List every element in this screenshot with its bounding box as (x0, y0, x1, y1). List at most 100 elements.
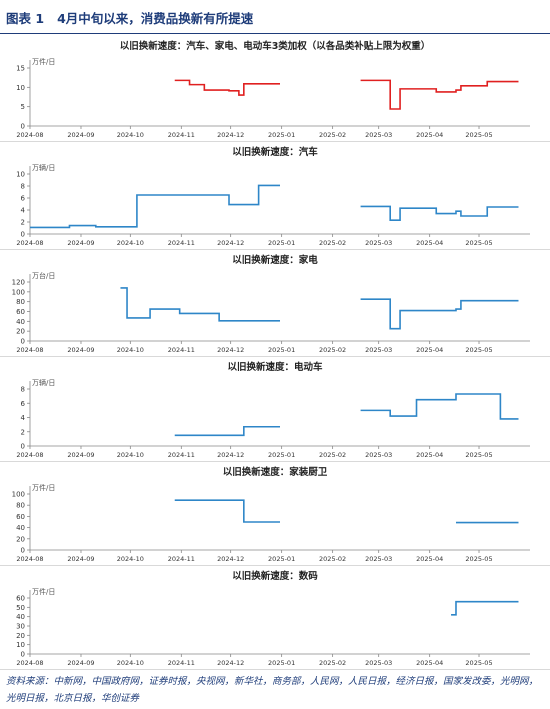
y-unit-label: 万辆/日 (32, 378, 55, 387)
x-tick-label: 2025-03 (365, 659, 392, 667)
x-tick-label: 2025-01 (268, 131, 295, 139)
x-tick-label: 2024-09 (67, 131, 94, 139)
x-tick-label: 2025-02 (319, 346, 346, 354)
series-line (120, 287, 280, 322)
x-tick-label: 2025-01 (268, 239, 295, 247)
x-tick-label: 2024-08 (16, 346, 43, 354)
y-tick-label: 0 (21, 443, 25, 451)
x-tick-label: 2025-02 (319, 659, 346, 667)
x-tick-label: 2024-08 (16, 451, 43, 459)
y-tick-label: 80 (16, 298, 25, 306)
x-tick-label: 2025-05 (465, 239, 492, 247)
y-tick-label: 0 (21, 231, 25, 239)
x-tick-label: 2024-08 (16, 131, 43, 139)
chart-panel: 以旧换新速度：数码万件/日 0 10 20 30 40 50 60 2024-08 2024-09… (0, 566, 550, 670)
series-line (360, 393, 519, 420)
y-tick-label: 40 (16, 613, 25, 621)
chart-panel: 以旧换新速度：家电 万台/日 0 20 40 60 80 100 120 2024-08 2024-… (0, 250, 550, 357)
x-tick-label: 2024-08 (16, 239, 43, 247)
x-tick-label: 2025-04 (416, 451, 443, 459)
chart-panel: 以旧换新速度：家装厨卫 万件/日 0 20 40 60 80 100 2024-08 2024-0… (0, 462, 550, 566)
x-tick-label: 2024-11 (168, 239, 195, 247)
x-tick-label: 2025-02 (319, 555, 346, 563)
x-tick-label: 2024-11 (168, 131, 195, 139)
chart-title: 以旧换新速度：家装厨卫 (223, 466, 328, 478)
x-tick-label: 2025-04 (416, 239, 443, 247)
x-tick-label: 2025-02 (319, 451, 346, 459)
y-tick-label: 50 (16, 604, 25, 612)
y-tick-label: 80 (16, 502, 25, 510)
y-tick-label: 100 (12, 491, 25, 499)
x-tick-label: 2025-01 (268, 659, 295, 667)
y-tick-label: 60 (16, 513, 25, 521)
chart-panel: 以旧换新速度：汽车、家电、电动车3类加权（以各品类补贴上限为权重） 万件/日 0 5 1… (0, 36, 550, 142)
figure-header: 图表 1 4月中旬以来，消费品换新有所提速 (0, 0, 550, 34)
y-tick-label: 30 (16, 623, 25, 631)
y-tick-label: 60 (16, 308, 25, 316)
y-tick-label: 5 (21, 103, 25, 111)
chart-title: 以旧换新速度：数码 (232, 570, 318, 582)
x-tick-label: 2024-10 (117, 239, 144, 247)
x-tick-label: 2024-09 (67, 451, 94, 459)
x-tick-label: 2024-08 (16, 659, 43, 667)
chart-panel: 以旧换新速度：汽车 万辆/日 0 2 4 6 8 10 2024-08 2024-09 2024-1… (0, 142, 550, 250)
series-line (360, 79, 519, 110)
x-tick-label: 2025-01 (268, 451, 295, 459)
x-tick-label: 2024-12 (217, 451, 244, 459)
y-unit-label: 万件/日 (32, 57, 55, 66)
y-unit-label: 万件/日 (32, 483, 55, 492)
x-tick-label: 2024-12 (217, 555, 244, 563)
x-tick-label: 2024-10 (117, 555, 144, 563)
x-tick-label: 2024-10 (117, 451, 144, 459)
chart-title: 以旧换新速度：汽车、家电、电动车3类加权（以各品类补贴上限为权重） (120, 40, 431, 52)
y-tick-label: 60 (16, 595, 25, 603)
x-tick-label: 2025-01 (268, 346, 295, 354)
x-tick-label: 2024-12 (217, 659, 244, 667)
y-tick-label: 6 (21, 400, 26, 408)
x-tick-label: 2024-09 (67, 659, 94, 667)
y-tick-label: 4 (21, 207, 26, 215)
x-tick-label: 2025-05 (465, 555, 492, 563)
x-tick-label: 2024-12 (217, 346, 244, 354)
source-note: 资料来源：中新网，中国政府网，证券时报，央视网，新华社，商务部，人民网，人民日报… (6, 676, 539, 704)
y-tick-label: 0 (21, 547, 25, 555)
x-tick-label: 2024-09 (67, 239, 94, 247)
y-unit-label: 万台/日 (32, 271, 55, 280)
x-tick-label: 2025-03 (365, 451, 392, 459)
y-tick-label: 10 (16, 84, 25, 92)
y-tick-label: 0 (21, 651, 25, 659)
x-tick-label: 2024-08 (16, 555, 43, 563)
chart-title: 以旧换新速度：电动车 (227, 361, 323, 373)
chart-title: 以旧换新速度：汽车 (232, 146, 318, 158)
y-tick-label: 4 (21, 414, 26, 422)
y-tick-label: 100 (12, 288, 25, 296)
x-tick-label: 2025-04 (416, 346, 443, 354)
series-line (174, 499, 280, 523)
y-tick-label: 10 (16, 641, 25, 649)
y-unit-label: 万件/日 (32, 587, 55, 596)
y-tick-label: 120 (12, 279, 25, 287)
y-tick-label: 15 (16, 65, 25, 73)
x-tick-label: 2024-12 (217, 239, 244, 247)
x-tick-label: 2024-11 (168, 346, 195, 354)
series-line (174, 425, 280, 437)
y-tick-label: 8 (21, 183, 25, 191)
y-tick-label: 0 (21, 123, 25, 131)
x-tick-label: 2025-02 (319, 239, 346, 247)
series-line (174, 79, 280, 96)
chart-title: 以旧换新速度：家电 (232, 254, 318, 266)
x-tick-label: 2025-03 (365, 555, 392, 563)
y-tick-label: 8 (21, 386, 25, 394)
figure-title: 图表 1 4月中旬以来，消费品换新有所提速 (6, 11, 254, 26)
x-tick-label: 2024-10 (117, 131, 144, 139)
series-line (360, 205, 519, 221)
y-unit-label: 万辆/日 (32, 163, 55, 172)
series-line (451, 600, 519, 616)
y-tick-label: 40 (16, 318, 25, 326)
y-tick-label: 2 (21, 219, 25, 227)
y-tick-label: 10 (16, 171, 25, 179)
y-tick-label: 20 (16, 632, 25, 640)
x-tick-label: 2024-12 (217, 131, 244, 139)
